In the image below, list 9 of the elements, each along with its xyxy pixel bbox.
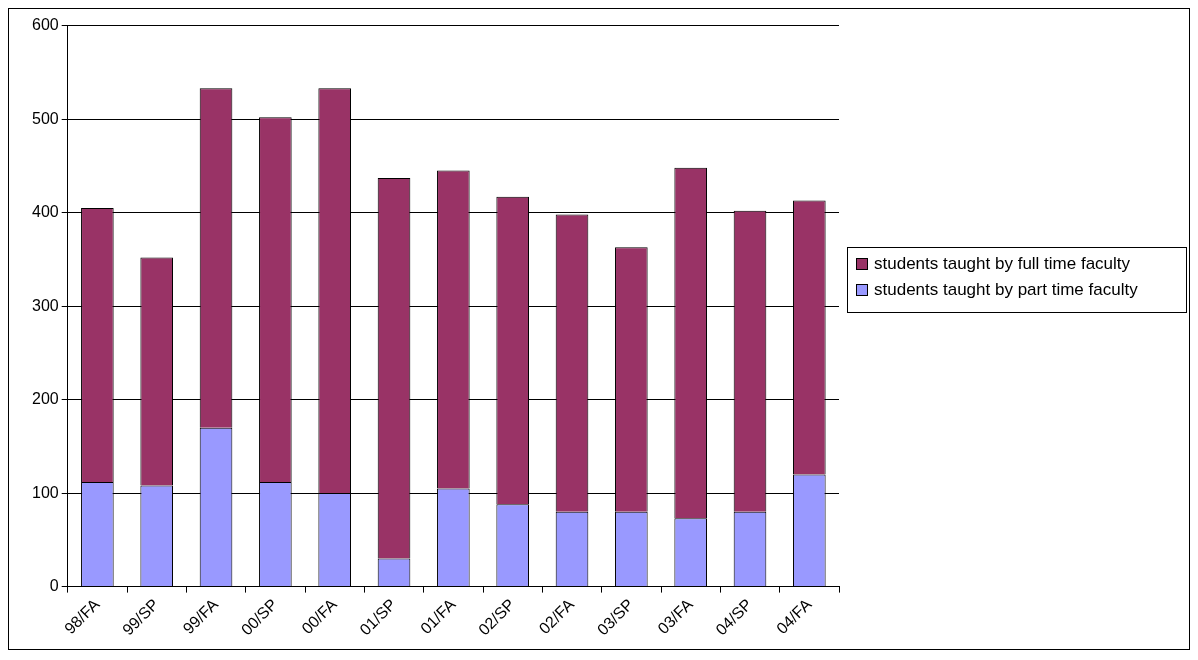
legend-label: students taught by full time faculty (874, 254, 1131, 274)
y-tick-label: 100 (31, 483, 59, 501)
y-tick-label: 400 (31, 203, 59, 221)
y-tick-label: 500 (31, 109, 59, 127)
y-tick-label: 300 (31, 296, 59, 314)
legend-label: students taught by part time faculty (874, 280, 1138, 300)
y-tick-label: 600 (31, 16, 59, 34)
y-tick-label: 200 (31, 390, 59, 408)
y-tick-label: 0 (49, 577, 59, 595)
